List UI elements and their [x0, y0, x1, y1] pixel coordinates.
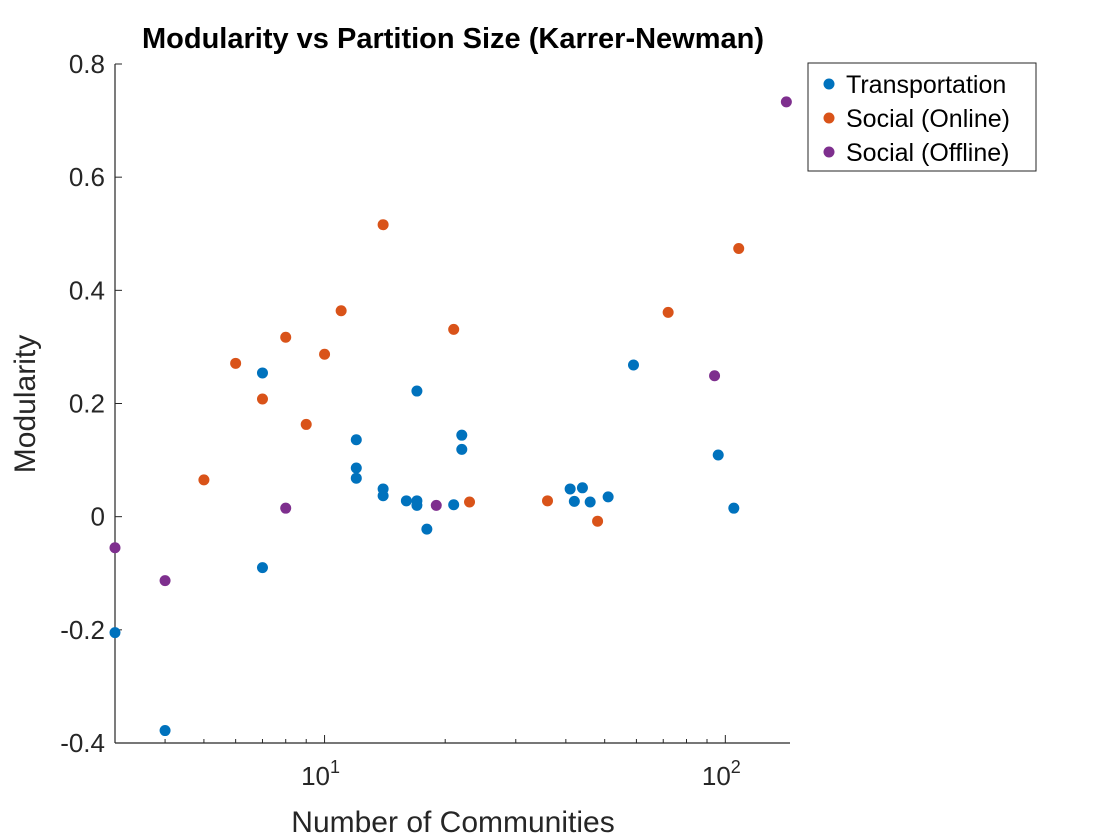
data-point: [377, 490, 389, 502]
y-tick-label: -0.2: [60, 615, 105, 645]
data-points: [109, 96, 792, 737]
data-point: [602, 491, 614, 503]
data-point: [733, 242, 745, 254]
y-axis-label: Modularity: [9, 335, 42, 473]
y-tick-label: -0.4: [60, 728, 105, 758]
data-point: [456, 429, 468, 441]
y-tick-label: 0.4: [69, 275, 105, 305]
data-point: [584, 496, 596, 508]
data-point: [709, 370, 721, 382]
data-point: [280, 331, 292, 343]
data-point: [464, 496, 476, 508]
legend-marker: [823, 112, 835, 124]
data-point: [568, 495, 580, 507]
legend-label: Social (Online): [846, 105, 1010, 133]
x-tick-label: 101: [301, 757, 340, 791]
y-tick-label: 0.8: [69, 49, 105, 79]
data-point: [350, 462, 362, 474]
data-point: [430, 499, 442, 511]
data-point: [377, 219, 389, 231]
y-tick-label: 0: [91, 502, 105, 532]
legend-marker: [823, 146, 835, 158]
data-point: [319, 348, 331, 360]
legend-box: [807, 62, 1037, 172]
chart-title: Modularity vs Partition Size (Karrer-New…: [142, 23, 764, 55]
axes: -0.4 -0.2 0 0.2 0.4 0.6 0.8 101 102: [60, 49, 790, 791]
data-point: [728, 502, 740, 514]
data-point: [448, 323, 460, 335]
data-point: [109, 542, 121, 554]
data-point: [350, 434, 362, 446]
data-point: [662, 306, 674, 318]
data-point: [256, 367, 268, 379]
data-point: [780, 96, 792, 108]
data-point: [300, 418, 312, 430]
y-tick-label: 0.2: [69, 389, 105, 419]
data-point: [411, 385, 423, 397]
data-point: [350, 472, 362, 484]
data-point: [109, 627, 121, 639]
x-axis-label: Number of Communities: [291, 806, 614, 839]
data-point: [411, 499, 423, 511]
data-point: [335, 305, 347, 317]
data-point: [198, 474, 210, 486]
data-point: [400, 495, 412, 507]
data-point: [564, 483, 576, 495]
legend: Transportation Social (Online) Social (Off…: [807, 62, 1037, 172]
data-point: [456, 443, 468, 455]
data-point: [592, 515, 604, 527]
data-point: [159, 575, 171, 587]
data-point: [627, 359, 639, 371]
y-tick-label: 0.6: [69, 162, 105, 192]
data-point: [421, 523, 433, 535]
data-point: [230, 357, 242, 369]
data-point: [542, 495, 554, 507]
data-point: [256, 393, 268, 405]
legend-label: Transportation: [846, 71, 1006, 99]
legend-marker: [823, 78, 835, 90]
x-tick-label: 102: [702, 757, 741, 791]
data-point: [576, 482, 588, 494]
data-point: [712, 449, 724, 461]
data-point: [448, 499, 460, 511]
data-point: [159, 725, 171, 737]
data-point: [256, 562, 268, 574]
legend-label: Social (Offline): [846, 139, 1010, 167]
data-point: [280, 502, 292, 514]
